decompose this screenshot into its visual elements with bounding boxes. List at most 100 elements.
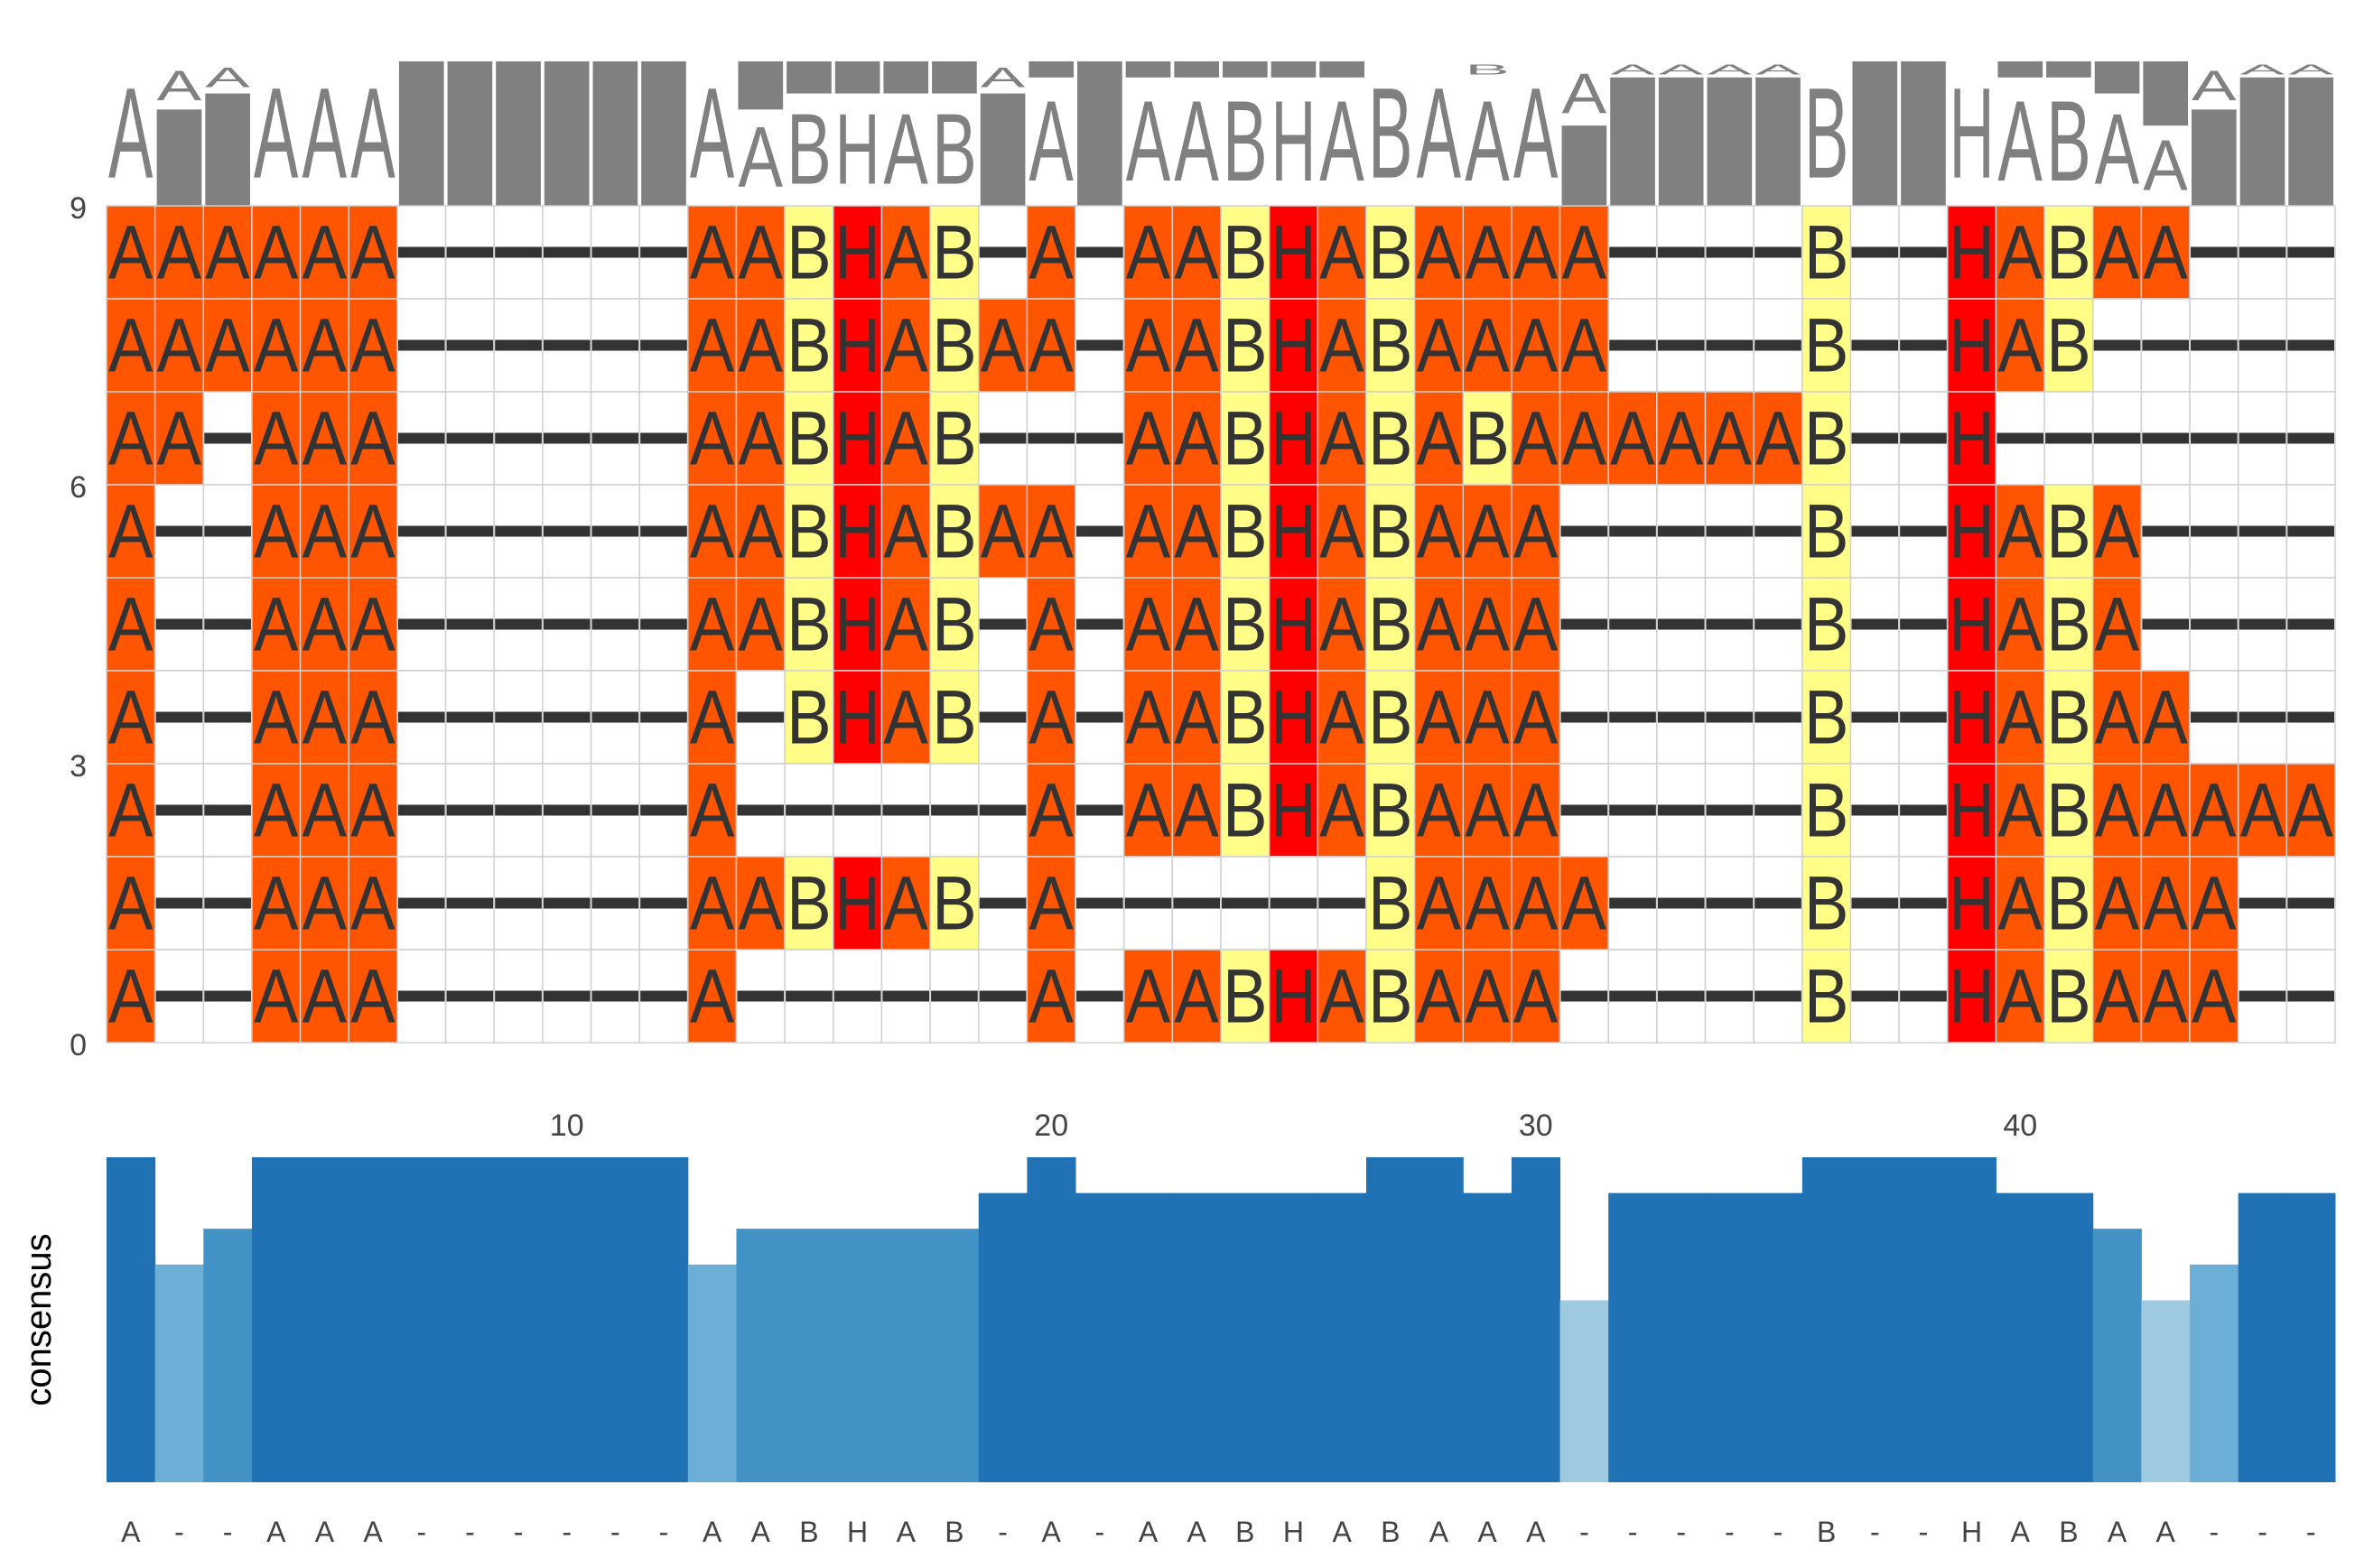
alignment-cell xyxy=(1511,484,1561,579)
residue-glyph: H xyxy=(1950,489,1995,574)
consensus-residue: H xyxy=(847,1516,868,1548)
gap-mark xyxy=(1851,804,1899,816)
residue-glyph: H xyxy=(835,675,880,760)
logo-glyph: A xyxy=(350,62,395,206)
alignment-cell xyxy=(299,298,350,393)
alignment-cell xyxy=(687,856,738,951)
alignment-cell xyxy=(1365,298,1416,393)
alignment-cell xyxy=(687,484,738,579)
alignment-cell xyxy=(1413,391,1465,486)
gap-mark xyxy=(495,804,542,816)
gap-mark xyxy=(591,525,639,537)
alignment-cell xyxy=(106,949,156,1044)
residue-glyph: B xyxy=(2046,302,2091,388)
alignment-cell xyxy=(1413,949,1465,1044)
residue-glyph: A xyxy=(2095,209,2139,295)
gap-mark xyxy=(2287,339,2334,351)
gap-mark xyxy=(543,525,591,537)
logo-gap-mark xyxy=(1077,61,1122,206)
residue-glyph: A xyxy=(108,767,153,853)
logo-glyph: A xyxy=(883,95,927,207)
gap-mark xyxy=(1851,990,1899,1002)
gap-mark xyxy=(1076,618,1123,630)
consensus-residue: - xyxy=(1919,1516,1929,1548)
logo-glyph: H xyxy=(1271,78,1317,206)
residue-glyph: A xyxy=(1029,674,1073,760)
residue-glyph: A xyxy=(883,581,927,667)
residue-glyph: B xyxy=(787,581,832,667)
residue-glyph: A xyxy=(1513,302,1558,388)
logo-gap-mark xyxy=(1271,61,1317,78)
alignment-cell xyxy=(880,205,931,300)
gap-mark xyxy=(2093,432,2141,444)
residue-glyph: A xyxy=(1319,674,1364,760)
gap-mark xyxy=(2239,525,2286,537)
consensus-residue: - xyxy=(2306,1516,2316,1548)
gap-mark xyxy=(1076,897,1123,909)
gap-mark xyxy=(931,990,978,1002)
gap-mark xyxy=(1318,897,1365,909)
residue-glyph: B xyxy=(932,581,977,667)
gap-mark xyxy=(640,246,687,258)
residue-glyph: B xyxy=(1804,209,1849,295)
residue-glyph: A xyxy=(1513,395,1558,481)
gap-mark xyxy=(1609,990,1656,1002)
gap-mark xyxy=(1755,990,1801,1002)
logo-gap-mark xyxy=(156,109,202,206)
gap-mark xyxy=(155,618,203,630)
alignment-cell xyxy=(251,391,302,486)
consensus-bar xyxy=(445,1157,495,1482)
residue-glyph: A xyxy=(1319,581,1364,667)
consensus-residue: - xyxy=(416,1516,426,1548)
gap-mark xyxy=(2287,618,2334,630)
alignment-cell xyxy=(154,205,205,300)
alignment-cell xyxy=(833,670,883,765)
gap-mark xyxy=(543,246,591,258)
residue-glyph: A xyxy=(2095,860,2139,946)
alignment-cell xyxy=(1317,670,1367,765)
residue-glyph: A xyxy=(1319,395,1364,481)
residue-glyph: A xyxy=(108,488,153,574)
logo-gap-mark xyxy=(1125,61,1171,78)
gap-mark xyxy=(1560,525,1608,537)
consensus-bar xyxy=(396,1157,447,1482)
alignment-cell xyxy=(1220,298,1271,393)
consensus-bar xyxy=(203,1229,253,1482)
alignment-cell xyxy=(2091,670,2143,765)
alignment-cell xyxy=(1317,763,1367,858)
alignment-cell xyxy=(299,763,350,858)
residue-glyph: A xyxy=(1319,302,1364,388)
residue-glyph: A xyxy=(883,209,927,295)
consensus-residue: H xyxy=(1961,1516,1982,1548)
residue-glyph: B xyxy=(787,674,832,760)
alignment-cell xyxy=(1365,856,1416,951)
alignment-cell xyxy=(1947,763,1997,858)
gap-mark xyxy=(1755,339,1801,351)
consensus-residue: H xyxy=(1283,1516,1304,1548)
residue-glyph: A xyxy=(303,581,347,667)
gap-mark xyxy=(2142,432,2190,444)
gap-mark xyxy=(1560,990,1608,1002)
residue-glyph: A xyxy=(981,488,1025,574)
logo-glyph: A xyxy=(1610,61,1655,78)
residue-glyph: A xyxy=(1126,767,1170,853)
gap-mark xyxy=(2287,525,2334,537)
gap-mark xyxy=(1755,711,1801,723)
alignment-cell xyxy=(1704,391,1755,486)
residue-glyph: A xyxy=(1174,209,1218,295)
residue-glyph: A xyxy=(1174,395,1218,481)
logo-glyph: A xyxy=(303,62,347,206)
gap-mark xyxy=(1755,525,1801,537)
alignment-cell xyxy=(687,391,738,486)
gap-mark xyxy=(979,897,1027,909)
logo-gap-mark xyxy=(1223,61,1268,78)
gap-mark xyxy=(1609,897,1656,909)
residue-glyph: A xyxy=(1029,302,1073,388)
alignment-cell xyxy=(880,670,931,765)
gap-mark xyxy=(543,339,591,351)
logo-gap-mark xyxy=(1319,61,1364,78)
residue-glyph: A xyxy=(1465,767,1509,853)
residue-glyph: A xyxy=(350,395,395,481)
